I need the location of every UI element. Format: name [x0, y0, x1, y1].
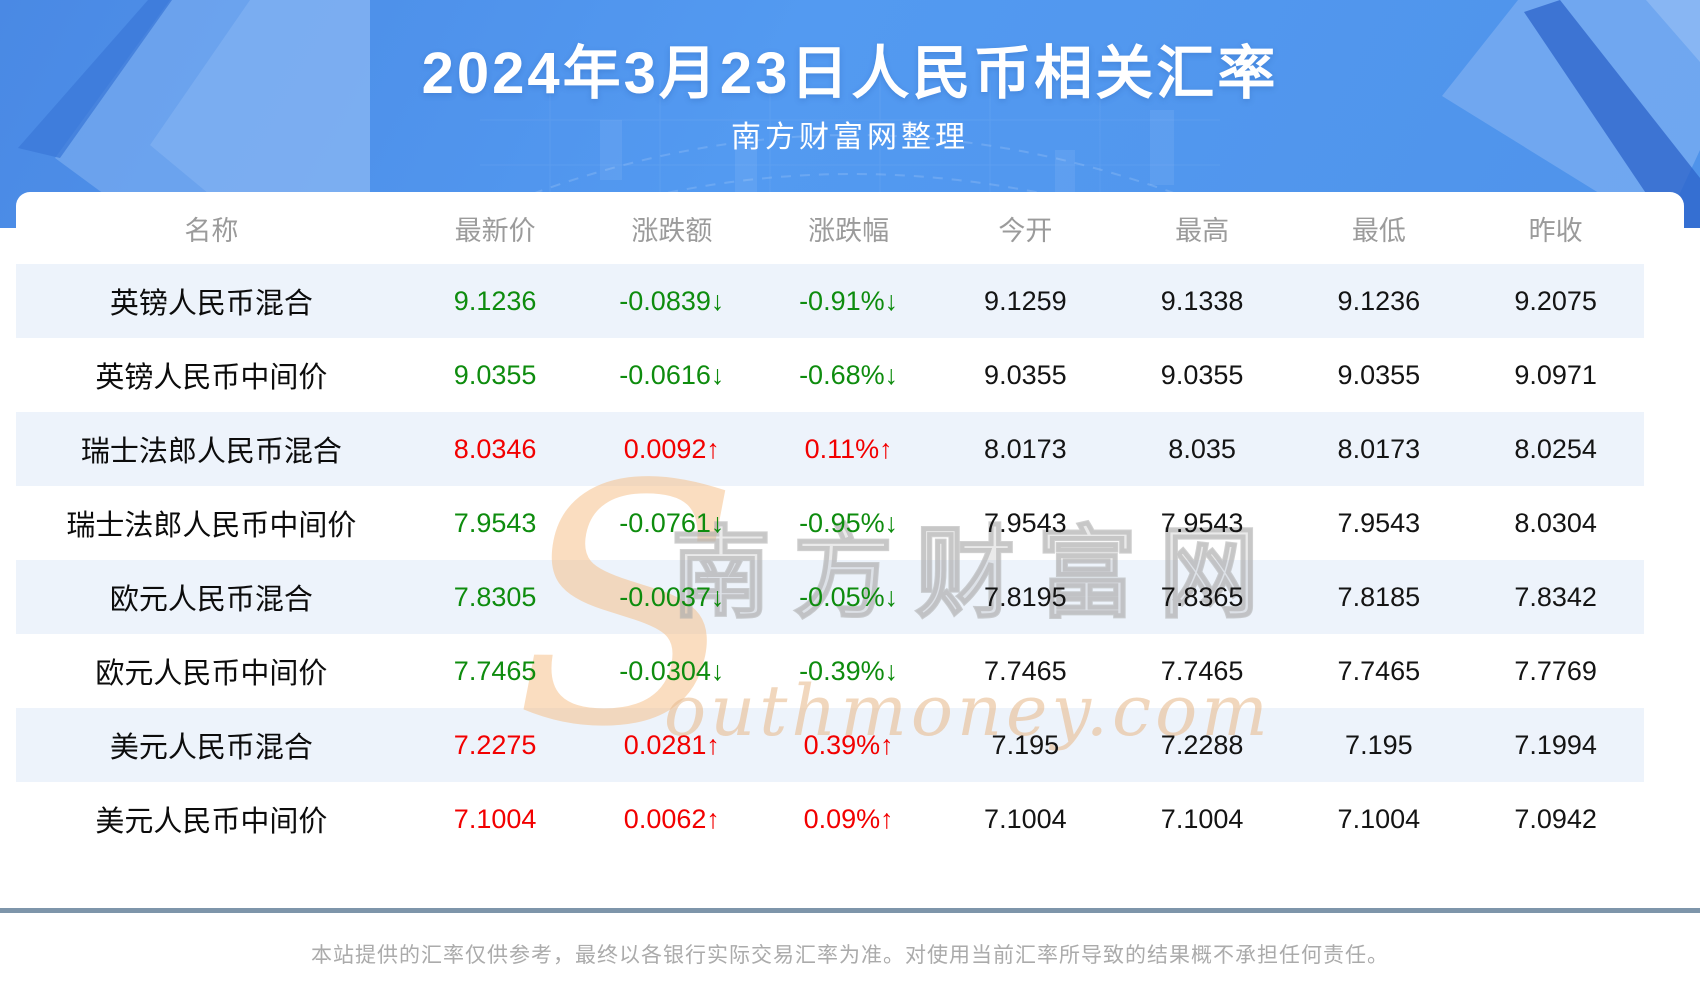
- table-row: 美元人民币中间价 7.1004 0.0062↑ 0.09%↑ 7.1004 7.1004 7…: [16, 782, 1644, 856]
- change-percent-cell: 0.39%↑: [803, 729, 894, 760]
- change-percent-cell: -0.95%↓: [799, 507, 899, 538]
- table-row: 英镑人民币中间价 9.0355 -0.0616↓ -0.68%↓ 9.0355 9.035…: [16, 338, 1644, 412]
- column-header: 涨跌幅: [808, 215, 890, 246]
- table-row: 瑞士法郎人民币混合 8.0346 0.0092↑ 0.11%↑ 8.0173 8.035 8…: [16, 412, 1644, 486]
- page-header-banner: 2024年3月23日人民币相关汇率 南方财富网整理: [0, 0, 1700, 228]
- rates-table: 名称 最新价 涨跌额 涨跌幅 今开 最高 最低 昨收 英镑人民币混合 9.1236 -0.0839…: [16, 192, 1644, 856]
- prev-close-cell: 7.7769: [1514, 655, 1597, 686]
- low-cell: 7.1004: [1337, 803, 1421, 834]
- low-cell: 9.0355: [1337, 359, 1421, 390]
- latest-price-cell: 7.7465: [453, 655, 537, 686]
- prev-close-cell: 7.1994: [1514, 729, 1597, 760]
- rate-name-cell: 美元人民币中间价: [95, 806, 328, 838]
- latest-price-cell: 9.0355: [453, 359, 537, 390]
- footer-divider: [0, 908, 1700, 913]
- low-cell: 8.0173: [1337, 433, 1421, 464]
- rate-name-cell: 欧元人民币中间价: [95, 658, 328, 690]
- latest-price-cell: 7.1004: [453, 803, 537, 834]
- high-cell: 9.1338: [1160, 285, 1244, 316]
- prev-close-cell: 7.8342: [1514, 581, 1597, 612]
- rate-name-cell: 英镑人民币混合: [109, 288, 313, 320]
- open-cell: 7.1004: [984, 803, 1067, 834]
- page-title: 2024年3月23日人民币相关汇率: [421, 41, 1279, 106]
- banner-decoration-shapes: [18, 0, 1700, 228]
- open-cell: 9.0355: [984, 359, 1067, 390]
- change-percent-cell: -0.05%↓: [799, 581, 899, 612]
- low-cell: 7.8185: [1337, 581, 1421, 612]
- latest-price-cell: 8.0346: [453, 433, 537, 464]
- low-cell: 9.1236: [1337, 285, 1421, 316]
- change-percent-cell: 0.09%↑: [803, 803, 894, 834]
- column-header: 名称: [184, 215, 239, 246]
- table-row: 欧元人民币混合 7.8305 -0.0037↓ -0.05%↓ 7.8195 7.8365…: [16, 560, 1644, 634]
- latest-price-cell: 9.1236: [453, 285, 537, 316]
- prev-close-cell: 9.2075: [1514, 285, 1597, 316]
- rates-card: 名称 最新价 涨跌额 涨跌幅 今开 最高 最低 昨收 英镑人民币混合 9.1236 -0.0839…: [16, 192, 1684, 872]
- change-amount-cell: -0.0304↓: [619, 655, 725, 686]
- change-amount-cell: 0.0281↑: [623, 729, 720, 760]
- header-row: 名称 最新价 涨跌额 涨跌幅 今开 最高 最低 昨收: [16, 192, 1644, 264]
- rate-name-cell: 美元人民币混合: [109, 732, 313, 764]
- high-cell: 9.0355: [1160, 359, 1244, 390]
- column-header: 最高: [1175, 215, 1230, 246]
- low-cell: 7.195: [1345, 729, 1413, 760]
- column-header: 涨跌额: [631, 215, 713, 246]
- change-amount-cell: -0.0616↓: [619, 359, 725, 390]
- table-row: 瑞士法郎人民币中间价 7.9543 -0.0761↓ -0.95%↓ 7.9543 7.9…: [16, 486, 1644, 560]
- high-cell: 7.8365: [1160, 581, 1244, 612]
- table-row: 欧元人民币中间价 7.7465 -0.0304↓ -0.39%↓ 7.7465 7.746…: [16, 634, 1644, 708]
- prev-close-cell: 7.0942: [1514, 803, 1597, 834]
- column-header: 最新价: [454, 215, 536, 246]
- change-percent-cell: -0.39%↓: [799, 655, 899, 686]
- change-amount-cell: -0.0761↓: [619, 507, 725, 538]
- high-cell: 7.9543: [1160, 507, 1244, 538]
- change-percent-cell: -0.68%↓: [799, 359, 899, 390]
- open-cell: 9.1259: [984, 285, 1067, 316]
- change-amount-cell: 0.0092↑: [623, 433, 720, 464]
- change-amount-cell: -0.0037↓: [619, 581, 725, 612]
- high-cell: 8.035: [1168, 433, 1236, 464]
- low-cell: 7.9543: [1337, 507, 1421, 538]
- open-cell: 7.7465: [984, 655, 1067, 686]
- rate-name-cell: 瑞士法郎人民币中间价: [66, 510, 357, 542]
- rates-table-header: 名称 最新价 涨跌额 涨跌幅 今开 最高 最低 昨收: [16, 192, 1644, 264]
- prev-close-cell: 8.0304: [1514, 507, 1597, 538]
- column-header: 昨收: [1528, 215, 1583, 246]
- high-cell: 7.1004: [1160, 803, 1244, 834]
- rate-name-cell: 欧元人民币混合: [109, 584, 313, 616]
- prev-close-cell: 8.0254: [1514, 433, 1597, 464]
- disclaimer-text: 本站提供的汇率仅供参考，最终以各银行实际交易汇率为准。对使用当前汇率所导致的结果…: [311, 944, 1389, 967]
- column-header: 今开: [998, 215, 1053, 246]
- column-header: 最低: [1351, 215, 1406, 246]
- high-cell: 7.7465: [1160, 655, 1244, 686]
- table-row: 美元人民币混合 7.2275 0.0281↑ 0.39%↑ 7.195 7.2288 7.1…: [16, 708, 1644, 782]
- rate-name-cell: 瑞士法郎人民币混合: [80, 436, 342, 468]
- low-cell: 7.7465: [1337, 655, 1421, 686]
- open-cell: 7.8195: [984, 581, 1067, 612]
- change-percent-cell: -0.91%↓: [799, 285, 899, 316]
- rates-table-body: 英镑人民币混合 9.1236 -0.0839↓ -0.91%↓ 9.1259 9.1338…: [16, 264, 1644, 856]
- open-cell: 7.9543: [984, 507, 1067, 538]
- open-cell: 8.0173: [984, 433, 1067, 464]
- latest-price-cell: 7.9543: [453, 507, 537, 538]
- latest-price-cell: 7.8305: [453, 581, 537, 612]
- open-cell: 7.195: [991, 729, 1060, 760]
- latest-price-cell: 7.2275: [453, 729, 537, 760]
- page-subtitle: 南方财富网整理: [731, 121, 969, 154]
- change-amount-cell: 0.0062↑: [623, 803, 720, 834]
- change-percent-cell: 0.11%↑: [804, 433, 893, 464]
- high-cell: 7.2288: [1160, 729, 1244, 760]
- table-row: 英镑人民币混合 9.1236 -0.0839↓ -0.91%↓ 9.1259 9.1338…: [16, 264, 1644, 338]
- prev-close-cell: 9.0971: [1514, 359, 1597, 390]
- rate-name-cell: 英镑人民币中间价: [95, 362, 328, 394]
- change-amount-cell: -0.0839↓: [619, 285, 725, 316]
